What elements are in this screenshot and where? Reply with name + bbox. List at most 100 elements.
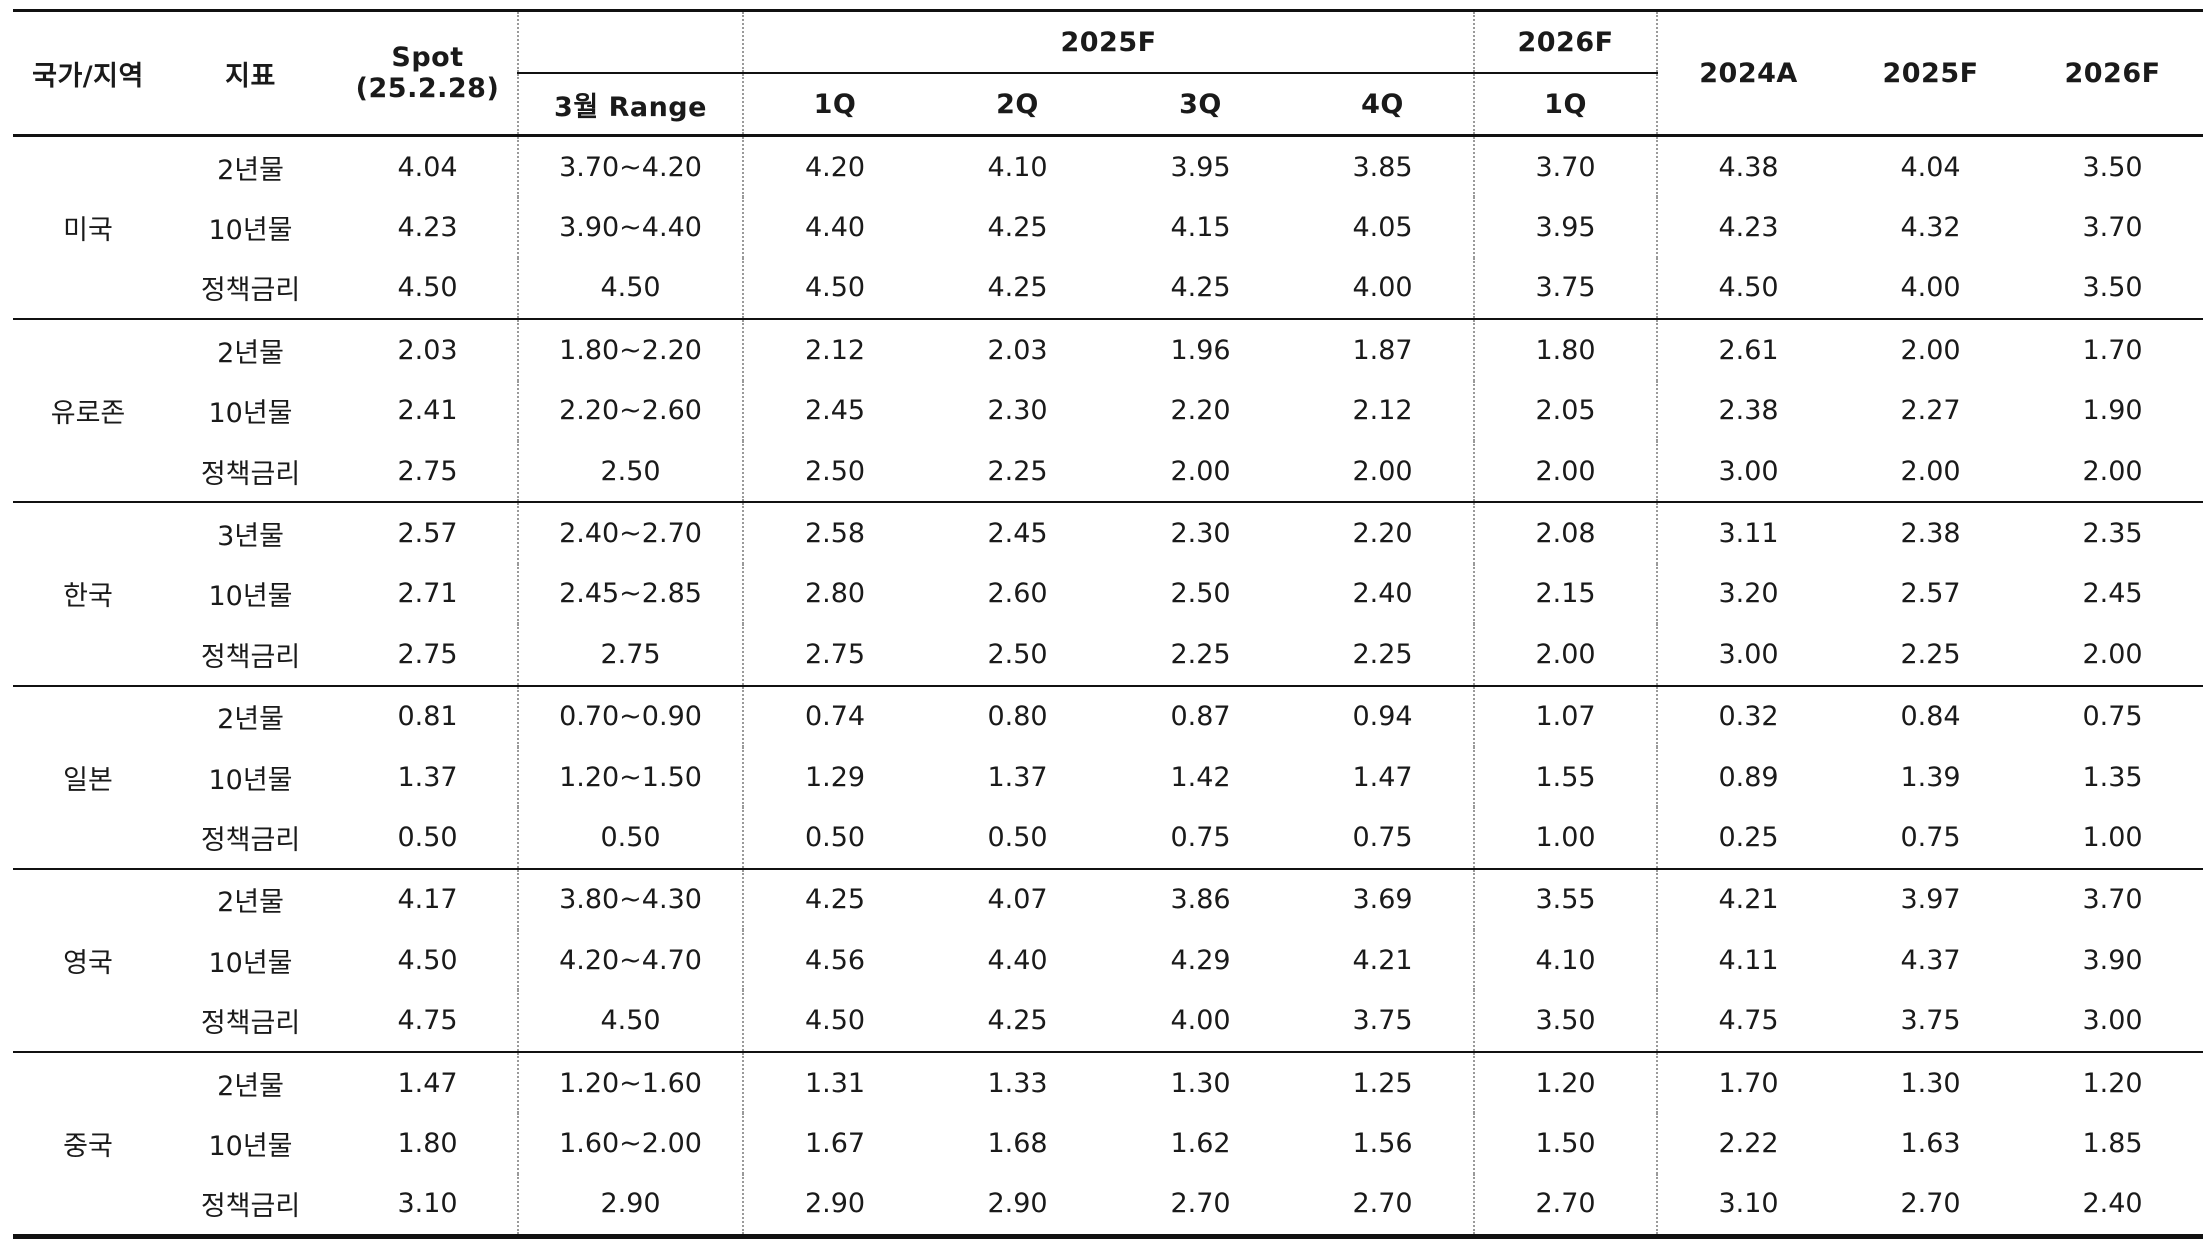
value-cell: 1.96 (1170, 334, 1231, 366)
value-cell: 3.86 (1170, 884, 1231, 916)
value-cell: 4.05 (1352, 212, 1413, 244)
value-cell: 3.75 (1473, 257, 1658, 321)
value-cell: 2.40 (2022, 1173, 2204, 1239)
indicator-cell: 정책금리 (163, 257, 338, 321)
value-cell: 1.39 (1900, 761, 1961, 793)
value-cell: 3.00 (2022, 990, 2204, 1053)
value-cell: 0.81 (397, 701, 458, 733)
value-cell: 1.70 (2082, 334, 2143, 366)
header-2025-q1: 1Q (742, 73, 926, 137)
value-cell: 3.95 (1473, 197, 1658, 258)
value-cell: 1.63 (1900, 1127, 1961, 1159)
value-cell: 2.38 (1656, 380, 1840, 441)
indicator-cell: 10년물 (208, 764, 293, 796)
table-row: 한국 3년물 2.57 2.40~2.70 2.58 2.45 2.30 2.20 2.08 3.… (13, 502, 2203, 687)
value-cell: 2.57 (1900, 578, 1961, 610)
value-cell: 3.95 (1170, 151, 1231, 183)
value-cell: 0.70~0.90 (517, 685, 743, 747)
indicator-cell: 2년물 (217, 704, 284, 736)
table-header: 국가/지역 지표 Spot (25.2.28) 2025F 2026F 2024… (13, 9, 2204, 137)
indicator-cell: 정책금리 (163, 990, 338, 1053)
header-annual-2025f: 2025F (1839, 9, 2023, 137)
value-cell: 3.90 (2082, 944, 2143, 976)
value-cell: 3.50 (2082, 151, 2143, 183)
value-cell: 4.07 (987, 884, 1048, 916)
value-cell: 2.05 (1473, 380, 1658, 441)
value-cell: 1.29 (742, 746, 926, 808)
value-cell: 2.00 (1900, 334, 1961, 366)
value-cell: 2.25 (1839, 624, 2023, 687)
value-cell: 1.70 (1656, 1051, 1840, 1114)
value-cell: 3.55 (1473, 868, 1658, 931)
value-cell: 1.37 (987, 761, 1048, 793)
value-cell: 4.50 (742, 990, 926, 1053)
indicator-cell: 2년물 (217, 337, 284, 369)
header-march-range: 3월 Range (517, 73, 743, 137)
indicator-cell: 2년물 (217, 1070, 284, 1102)
table-row: 10년물 2.41 2.20~2.60 2.45 2.30 2.20 2.12 2.05 2.3… (13, 380, 2203, 441)
value-cell: 3.85 (1352, 151, 1413, 183)
value-cell: 2.71 (397, 578, 458, 610)
value-cell: 2.00 (1292, 440, 1475, 504)
value-cell: 3.70 (2082, 884, 2143, 916)
value-cell: 1.56 (1352, 1127, 1413, 1159)
value-cell: 0.75 (1109, 807, 1292, 870)
value-cell: 1.00 (1473, 807, 1658, 870)
value-cell: 2.40~2.70 (517, 502, 743, 564)
header-indicator: 지표 (163, 9, 338, 137)
value-cell: 0.74 (742, 685, 926, 747)
value-cell: 4.50 (742, 257, 926, 321)
value-cell: 4.10 (987, 151, 1048, 183)
value-cell: 2.75 (742, 624, 926, 687)
value-cell: 4.56 (742, 930, 926, 991)
value-cell: 4.37 (1900, 944, 1961, 976)
value-cell: 1.80 (397, 1127, 458, 1159)
value-cell: 3.00 (1656, 440, 1840, 504)
value-cell: 2.90 (517, 1173, 743, 1239)
value-cell: 4.10 (1473, 930, 1658, 991)
value-cell: 1.80~2.20 (517, 319, 743, 381)
value-cell: 0.32 (1656, 685, 1840, 747)
value-cell: 2.25 (1292, 624, 1475, 687)
indicator-cell: 2년물 (217, 154, 284, 186)
value-cell: 3.11 (1656, 502, 1840, 564)
value-cell: 2.30 (987, 395, 1048, 427)
value-cell: 1.68 (987, 1127, 1048, 1159)
forecast-table-container: 국가/지역 지표 Spot (25.2.28) 2025F 2026F 2024… (13, 9, 2204, 1239)
value-cell: 4.25 (1109, 257, 1292, 321)
value-cell: 2.00 (1473, 624, 1658, 687)
table-row: 정책금리 2.75 2.50 2.50 2.25 2.00 2.00 2.00 3.00 2.00… (13, 440, 2204, 504)
value-cell: 1.90 (2082, 395, 2143, 427)
table-row: 정책금리 2.75 2.75 2.75 2.50 2.25 2.25 2.00 3.00 2.25… (13, 624, 2204, 687)
table-row: 정책금리 4.75 4.50 4.50 4.25 4.00 3.75 3.50 4.75 3.75… (13, 990, 2204, 1053)
value-cell: 1.20 (1473, 1051, 1658, 1114)
value-cell: 4.17 (397, 884, 458, 916)
value-cell: 1.47 (397, 1067, 458, 1099)
value-cell: 1.20 (2082, 1067, 2143, 1099)
value-cell: 2.15 (1473, 563, 1658, 625)
value-cell: 1.33 (987, 1067, 1048, 1099)
indicator-cell: 3년물 (217, 521, 284, 553)
value-cell: 3.70 (2082, 212, 2143, 244)
indicator-cell: 10년물 (208, 215, 293, 247)
value-cell: 1.25 (1352, 1067, 1413, 1099)
value-cell: 1.85 (2082, 1127, 2143, 1159)
value-cell: 1.55 (1473, 746, 1658, 808)
value-cell: 2.41 (397, 395, 458, 427)
value-cell: 2.00 (1839, 440, 2023, 504)
value-cell: 4.38 (1656, 135, 1840, 198)
value-cell: 0.80 (987, 701, 1048, 733)
value-cell: 4.25 (926, 257, 1109, 321)
table-row: 정책금리 3.10 2.90 2.90 2.90 2.70 2.70 2.70 3.10 2.70… (13, 1173, 2204, 1239)
indicator-cell: 10년물 (208, 1130, 293, 1162)
table-row: 10년물 2.71 2.45~2.85 2.80 2.60 2.50 2.40 2.15 3.2… (13, 563, 2203, 625)
value-cell: 2.30 (1170, 518, 1231, 550)
value-cell: 0.50 (338, 807, 518, 870)
value-cell: 2.50 (926, 624, 1109, 687)
value-cell: 3.80~4.30 (517, 868, 743, 931)
value-cell: 2.25 (926, 440, 1109, 504)
value-cell: 1.07 (1473, 685, 1658, 747)
value-cell: 4.00 (1839, 257, 2023, 321)
indicator-cell: 10년물 (208, 398, 293, 430)
value-cell: 4.75 (338, 990, 518, 1053)
